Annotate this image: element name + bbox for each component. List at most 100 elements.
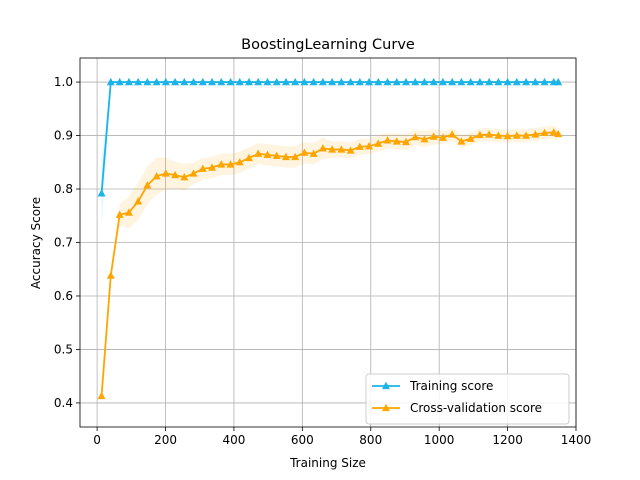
x-tick-label: 600: [291, 433, 314, 447]
cross-validation-score-point: [402, 137, 410, 146]
cross-validation-score-point: [540, 128, 549, 137]
training-score-point: [171, 77, 180, 86]
training-score-point: [226, 77, 235, 86]
training-score-point: [512, 77, 521, 86]
training-score-point: [503, 77, 512, 86]
cross-validation-score-point: [318, 144, 327, 152]
cross-validation-score-point: [272, 151, 281, 160]
training-score-point: [189, 77, 198, 86]
y-tick-label: 0.6: [54, 289, 73, 303]
training-score-point: [291, 77, 300, 86]
cross-validation-score-legend-marker: [382, 403, 390, 412]
cross-validation-score-point: [346, 146, 355, 154]
cross-validation-score-point: [134, 197, 143, 205]
cross-validation-score-point: [365, 142, 374, 150]
legend: Training score Cross-validation score: [365, 373, 570, 425]
training-score-point: [374, 77, 383, 86]
y-tick-label: 0.8: [54, 182, 73, 196]
cross-validation-score-point: [457, 137, 466, 145]
training-score-point: [485, 77, 494, 86]
training-score-point: [540, 77, 549, 86]
training-score-point: [244, 77, 253, 86]
training-score-point: [402, 77, 410, 86]
chart-title: BoostingLearning Curve: [241, 37, 415, 53]
training-score-point: [254, 77, 263, 86]
cross-validation-score-point: [522, 131, 531, 139]
cross-validation-score-point: [475, 130, 484, 139]
x-tick-label: 200: [154, 433, 177, 447]
cross-validation-score-point: [300, 148, 309, 156]
cross-validation-score-point: [198, 164, 207, 172]
training-score-point: [466, 77, 475, 86]
training-score-point: [143, 77, 152, 86]
cross-validation-score-point: [554, 129, 563, 138]
cross-validation-score-point: [217, 160, 226, 168]
x-tick-label: 1400: [561, 433, 592, 447]
y-tick-label: 1.0: [54, 75, 73, 89]
training-score-point: [554, 77, 563, 86]
training-score-point: [365, 77, 374, 86]
cross-validation-score-point: [374, 139, 383, 147]
training-score-point: [522, 77, 531, 86]
training-score-point: [161, 77, 170, 86]
cross-validation-score-point: [494, 131, 503, 139]
training-score-point: [106, 77, 115, 86]
training-score-point: [328, 77, 337, 86]
cross-validation-score-point: [281, 152, 290, 161]
cross-validation-score-point: [180, 173, 189, 181]
training-score-point: [337, 77, 346, 86]
cross-validation-score-point: [531, 130, 540, 138]
y-tick-label: 0.5: [54, 342, 73, 356]
training-score-point: [263, 77, 272, 86]
cross-validation-score-point: [337, 145, 346, 153]
training-score-point: [152, 77, 161, 86]
cross-validation-score-point: [124, 208, 133, 216]
cross-validation-score-point: [208, 163, 217, 171]
cross-validation-score-point: [171, 170, 180, 179]
x-tick-label: 1200: [492, 433, 523, 447]
training-score-point: [97, 189, 106, 197]
training-score-point: [411, 77, 420, 86]
training-score-point: [300, 77, 309, 86]
cross-validation-score-point: [392, 137, 401, 145]
cross-validation-score-point: [438, 133, 447, 141]
training-score-point: [208, 77, 217, 86]
cross-validation-score-point: [549, 128, 558, 136]
y-tick-label: 0.7: [54, 236, 73, 250]
cross-validation-score-point: [152, 171, 161, 180]
training-score-point: [134, 77, 143, 86]
cross-validation-score-point: [263, 150, 272, 158]
training-score-point: [272, 77, 281, 86]
cross-validation-score-point: [309, 149, 318, 157]
training-score-point: [438, 77, 447, 86]
cross-validation-score-point: [355, 142, 364, 150]
tick-marks: 0 200 400 600 800 1000 1200 1400 0.4 0.5 0.6 0.7 0.8…: [54, 75, 591, 447]
cross-validation-score-point: [115, 210, 124, 218]
training-score-point: [180, 77, 189, 86]
y-tick-label: 0.9: [54, 129, 73, 143]
x-tick-label: 400: [222, 433, 245, 447]
training-score-legend-label: Training score: [409, 379, 493, 393]
cross-validation-score-point: [244, 153, 253, 162]
x-tick-label: 0: [93, 433, 101, 447]
cross-validation-score-point: [235, 158, 244, 166]
training-score-point: [124, 77, 133, 86]
cross-validation-score-point: [503, 131, 512, 140]
y-tick-label: 0.4: [54, 396, 73, 410]
cross-validation-score-point: [226, 160, 235, 168]
training-score-point: [475, 77, 484, 86]
training-score-point: [217, 77, 226, 86]
training-score-point: [531, 77, 540, 86]
cross-validation-score-point: [512, 131, 521, 139]
cross-validation-score-point: [429, 132, 438, 140]
training-score-point: [198, 77, 207, 86]
training-score-point: [457, 77, 466, 86]
training-score-point: [346, 77, 355, 86]
training-score-point: [309, 77, 318, 86]
training-score-point: [494, 77, 503, 86]
training-score-point: [429, 77, 438, 86]
training-score-point: [115, 77, 124, 86]
cross-validation-score-point: [291, 152, 300, 161]
training-score-point: [420, 77, 429, 86]
